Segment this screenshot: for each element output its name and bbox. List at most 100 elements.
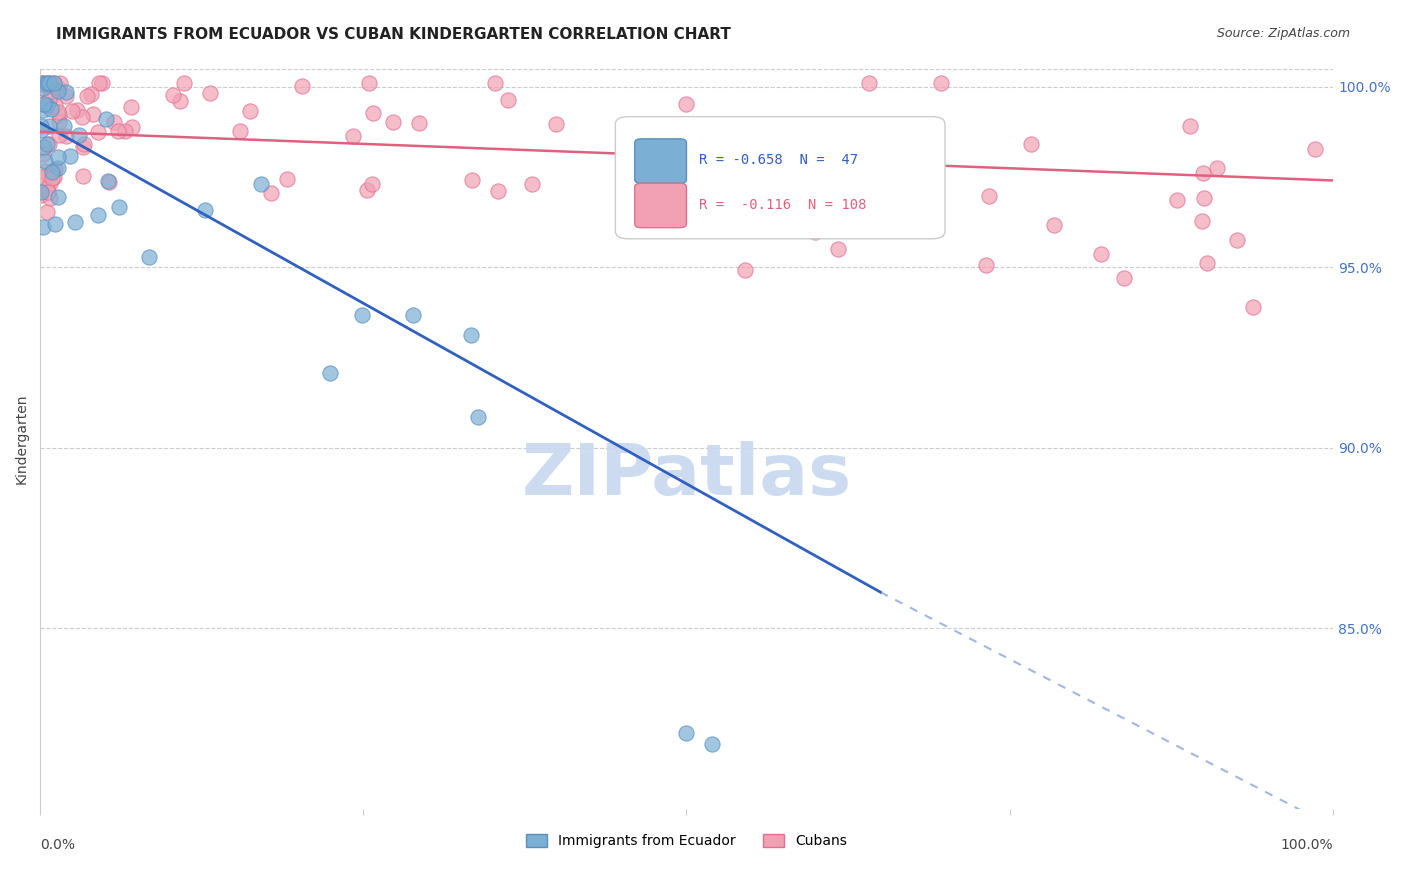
Point	[169, 94, 191, 108]
Point	[53, 119, 76, 133]
Point	[42, 76, 65, 90]
Point	[42, 169, 65, 184]
Point	[32, 139, 55, 153]
Point	[498, 93, 520, 107]
Point	[1166, 193, 1188, 207]
Y-axis label: Kindergarten: Kindergarten	[15, 393, 30, 483]
FancyBboxPatch shape	[634, 139, 686, 183]
Point	[1303, 143, 1326, 157]
Point	[44, 97, 66, 112]
Point	[30, 76, 52, 90]
Point	[35, 181, 58, 195]
Point	[342, 128, 364, 143]
Point	[38, 76, 60, 90]
Point	[35, 137, 58, 152]
Point	[675, 97, 697, 112]
Point	[675, 726, 697, 740]
Point	[97, 175, 120, 189]
Point	[34, 78, 56, 93]
Text: 0.0%: 0.0%	[41, 838, 75, 853]
Point	[912, 211, 935, 225]
Point	[520, 177, 543, 191]
Point	[250, 177, 273, 191]
Point	[486, 185, 509, 199]
Point	[692, 211, 714, 225]
Point	[402, 308, 425, 322]
Point	[32, 103, 55, 117]
Point	[381, 115, 404, 129]
Point	[467, 409, 489, 424]
Point	[108, 200, 131, 214]
Legend: Immigrants from Ecuador, Cubans: Immigrants from Ecuador, Cubans	[520, 829, 852, 854]
Point	[42, 76, 65, 90]
Point	[194, 202, 217, 217]
Point	[44, 217, 66, 231]
Point	[34, 154, 56, 169]
Text: R = -0.658  N =  47: R = -0.658 N = 47	[699, 153, 859, 168]
Point	[38, 93, 60, 107]
Point	[30, 185, 52, 199]
Point	[974, 258, 997, 272]
Point	[856, 164, 879, 178]
Point	[34, 164, 56, 178]
Point	[87, 209, 110, 223]
Point	[238, 103, 260, 118]
Point	[359, 76, 381, 90]
Point	[544, 117, 567, 131]
Point	[48, 108, 70, 122]
FancyBboxPatch shape	[634, 183, 686, 227]
Point	[44, 162, 66, 177]
Point	[461, 172, 484, 186]
Point	[65, 103, 87, 117]
Point	[55, 128, 77, 143]
Point	[361, 106, 384, 120]
Point	[32, 97, 55, 112]
Point	[260, 186, 283, 200]
Point	[37, 98, 59, 112]
Point	[30, 76, 52, 90]
Point	[198, 86, 221, 100]
Point	[872, 168, 894, 182]
Point	[32, 147, 55, 161]
Point	[276, 172, 298, 186]
Point	[408, 116, 430, 130]
Point	[67, 128, 90, 142]
Point	[87, 125, 110, 139]
Point	[827, 242, 849, 256]
Point	[35, 76, 58, 90]
Point	[31, 76, 53, 90]
Point	[35, 78, 58, 93]
Point	[1191, 166, 1213, 180]
Point	[63, 215, 86, 229]
Point	[107, 124, 129, 138]
Point	[39, 89, 62, 103]
Point	[173, 76, 195, 90]
Point	[48, 161, 70, 175]
Point	[82, 107, 104, 121]
Point	[32, 220, 55, 235]
Point	[39, 191, 62, 205]
Point	[1043, 218, 1066, 232]
Point	[39, 102, 62, 116]
Point	[858, 76, 880, 90]
Point	[734, 263, 756, 277]
Point	[30, 123, 52, 137]
Point	[977, 188, 1000, 202]
Point	[460, 327, 482, 342]
Point	[48, 114, 70, 128]
Point	[1194, 191, 1216, 205]
Point	[484, 76, 506, 90]
Point	[162, 88, 184, 103]
Point	[138, 250, 160, 264]
Point	[1205, 161, 1227, 175]
Point	[38, 136, 60, 151]
Point	[758, 182, 780, 196]
Point	[929, 76, 952, 90]
Point	[55, 88, 77, 103]
Point	[32, 81, 55, 95]
Point	[37, 186, 59, 200]
Point	[70, 110, 93, 124]
Point	[120, 100, 142, 114]
Point	[73, 137, 96, 152]
Text: IMMIGRANTS FROM ECUADOR VS CUBAN KINDERGARTEN CORRELATION CHART: IMMIGRANTS FROM ECUADOR VS CUBAN KINDERG…	[56, 27, 731, 42]
